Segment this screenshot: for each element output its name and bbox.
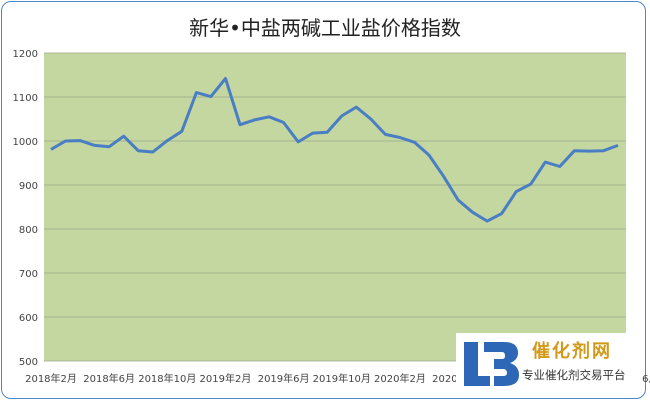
watermark: 催化剂网 专业催化剂交易平台 [456,333,642,395]
x-tick-label: 2019年6月 [258,372,310,385]
y-tick-label: 600 [19,313,38,324]
lb-logo-icon [464,342,519,386]
y-tick-label: 700 [19,269,38,280]
x-tick-label: 2019年10月 [313,372,371,385]
y-tick-label: 900 [19,181,38,192]
y-tick-label: 800 [19,225,38,236]
x-tick-label: 2018年10月 [138,372,196,385]
plot-area [44,53,626,361]
x-tick-label: 2018年2月 [25,372,77,385]
y-tick-label: 1200 [13,49,38,60]
x-tick-label: 2020年2月 [374,372,426,385]
y-axis-ticks: 500 600 700 800 900 1000 1100 1200 [13,49,38,368]
y-tick-label: 1000 [13,137,38,148]
y-tick-label: 500 [19,357,38,368]
x-tick-label: 2019年2月 [200,372,252,385]
brand-slogan: 专业催化剂交易平台 [522,368,626,382]
x-tick-label: 2018年6月 [83,372,135,385]
chart-title: 新华•中盐两碱工业盐价格指数 [189,16,461,40]
brand-name: 催化剂网 [532,341,612,362]
y-tick-label: 1100 [13,93,38,104]
series-line [50,77,619,223]
